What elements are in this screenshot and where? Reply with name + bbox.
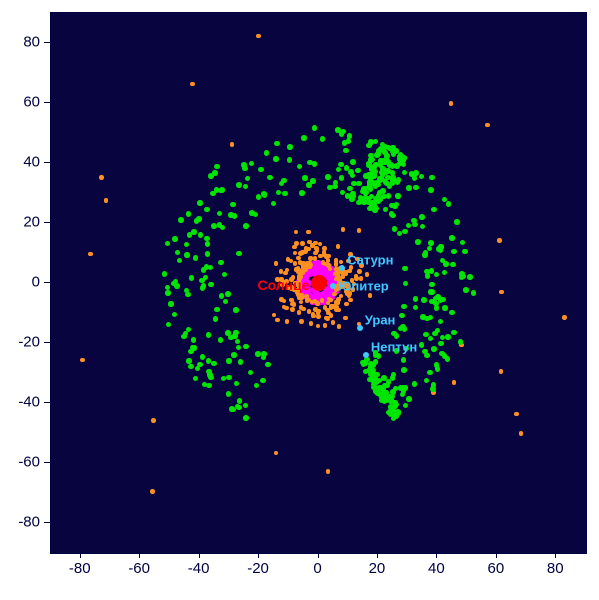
y-tick-label: -40 xyxy=(18,394,40,411)
body-Уран xyxy=(357,325,363,331)
plot-area: СолнцеЮпитерСатурнУранНептун xyxy=(50,12,587,554)
y-tick-label: 40 xyxy=(23,154,40,171)
x-tick-label: 80 xyxy=(547,560,564,577)
body-Солнце xyxy=(311,275,327,291)
y-tick-label: 60 xyxy=(23,94,40,111)
x-tick-label: 40 xyxy=(428,560,445,577)
y-tick-label: 20 xyxy=(23,214,40,231)
solar-system-scatter: СолнцеЮпитерСатурнУранНептун -80-60-40-2… xyxy=(0,0,599,600)
y-tick-label: -80 xyxy=(18,514,40,531)
y-tick-label: 0 xyxy=(32,274,40,291)
y-tick-label: -20 xyxy=(18,334,40,351)
x-tick-label: 20 xyxy=(369,560,386,577)
x-tick-label: -80 xyxy=(69,560,91,577)
body-label-Сатурн: Сатурн xyxy=(347,253,393,268)
x-tick-label: 0 xyxy=(313,560,321,577)
y-tick-label: 80 xyxy=(23,34,40,51)
x-tick-label: 60 xyxy=(487,560,504,577)
body-label-Уран: Уран xyxy=(365,313,396,328)
x-tick-label: -20 xyxy=(247,560,269,577)
body-Нептун xyxy=(363,352,369,358)
x-tick-label: -40 xyxy=(188,560,210,577)
y-tick-label: -60 xyxy=(18,454,40,471)
x-tick-label: -60 xyxy=(128,560,150,577)
